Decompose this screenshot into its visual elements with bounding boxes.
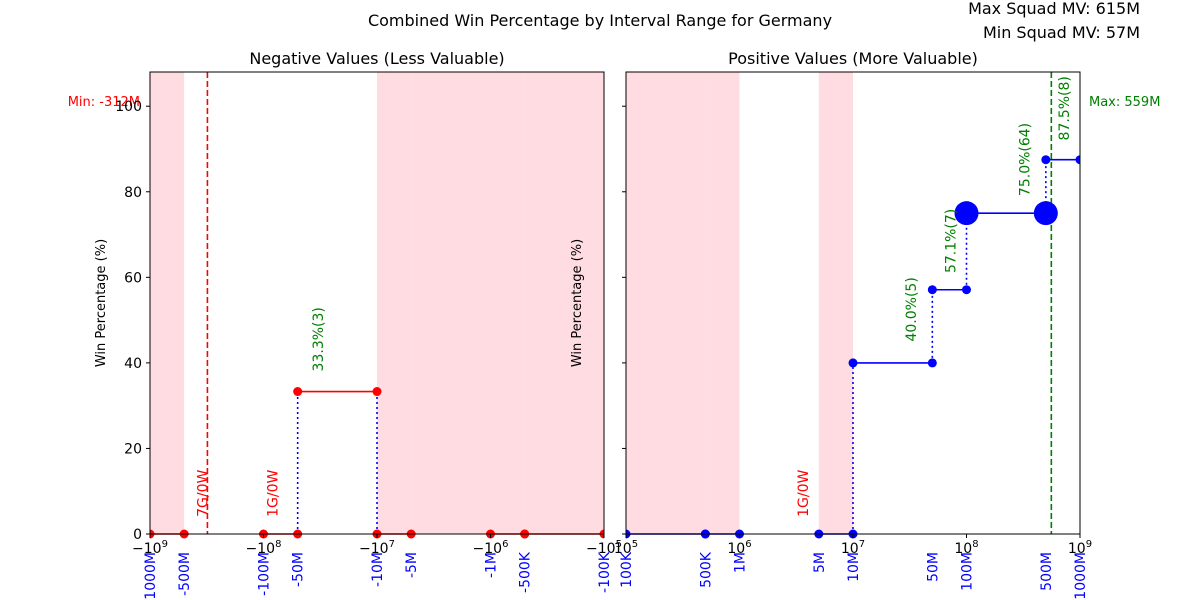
- custom-x-tick-label: -100M: [257, 552, 273, 596]
- x-tick-label: 108: [954, 539, 978, 557]
- custom-x-tick-label: -500M: [177, 552, 193, 596]
- min-squad-mv-text: Min Squad MV: 57M: [983, 23, 1140, 42]
- large-data-point: [954, 201, 979, 226]
- shaded-range: [411, 72, 491, 534]
- custom-x-tick-label: 10M: [846, 552, 862, 582]
- shaded-range: [150, 72, 185, 534]
- custom-x-tick-label: 100K: [619, 551, 635, 588]
- panel-negative: 33.3%(3) 7G/0W 1G/0W Min: -312M 0 20 40 60 80 100…: [68, 49, 622, 600]
- custom-x-tick-label: 50M: [925, 552, 941, 582]
- y-axis-label: Win Percentage (%): [94, 239, 109, 367]
- games-label: 7G/0W: [196, 470, 212, 517]
- large-data-point: [1033, 201, 1058, 226]
- data-point: [962, 285, 971, 295]
- games-label: 1G/0W: [266, 470, 282, 517]
- plot-area: [150, 72, 604, 539]
- data-point: [372, 387, 382, 397]
- x-tick-label: −106: [473, 539, 509, 557]
- custom-x-tick-label: 5M: [812, 552, 828, 573]
- panel-positive: 40.0%(5) 57.1%(7) 75.0%(64) 87.5%(8) 1G/0W Ma…: [570, 49, 1160, 600]
- x-tick-label: −105: [586, 539, 622, 557]
- y-axis-label: Win Percentage (%): [570, 239, 585, 367]
- custom-x-tick-label: -5M: [404, 552, 420, 578]
- x-tick-label: −107: [359, 539, 395, 557]
- max-squad-mv-text: Max Squad MV: 615M: [968, 0, 1140, 18]
- custom-x-tick-label: 500K: [698, 551, 714, 588]
- shaded-range: [818, 72, 853, 534]
- custom-x-tick-label: -10M: [370, 552, 386, 587]
- panel-title: Negative Values (Less Valuable): [249, 49, 504, 68]
- games-label: 1G/0W: [796, 470, 812, 517]
- custom-x-tick-label: 100M: [960, 552, 976, 591]
- custom-x-tick-label: -500K: [518, 551, 534, 593]
- custom-x-tick-label: 500M: [1039, 552, 1055, 591]
- y-tick-label: 0: [133, 527, 142, 543]
- y-tick-label: 100: [115, 99, 142, 115]
- win-percentage-label: 87.5%(8): [1057, 76, 1073, 140]
- data-point: [848, 358, 858, 368]
- custom-x-tick-label: 1M: [733, 552, 749, 573]
- figure-title: Combined Win Percentage by Interval Rang…: [368, 11, 832, 30]
- x-tick-label: 109: [1068, 539, 1092, 557]
- win-percentage-label: 40.0%(5): [904, 277, 920, 341]
- shaded-range: [524, 72, 604, 534]
- shaded-range: [705, 72, 740, 534]
- shaded-range: [626, 72, 706, 534]
- y-tick-label: 40: [124, 356, 142, 372]
- panel-title: Positive Values (More Valuable): [728, 49, 978, 68]
- data-point: [1075, 155, 1080, 165]
- x-tick-label: 105: [614, 539, 638, 557]
- data-point: [293, 387, 303, 397]
- custom-x-tick-label: 1000M: [1073, 552, 1089, 600]
- min-label: Min: -312M: [68, 95, 140, 110]
- custom-x-tick-label: -1000M: [143, 552, 159, 600]
- data-point: [927, 358, 937, 368]
- data-point: [1041, 155, 1051, 165]
- custom-x-tick-label: -1M: [484, 552, 500, 578]
- shaded-range: [490, 72, 525, 534]
- y-tick-label: 60: [124, 270, 142, 286]
- win-percentage-label: 75.0%(64): [1018, 123, 1034, 196]
- max-label: Max: 559M: [1089, 95, 1160, 110]
- win-percentage-label: 57.1%(7): [944, 209, 960, 273]
- custom-x-tick-label: -50M: [291, 552, 307, 587]
- y-tick-label: 80: [124, 185, 142, 201]
- shaded-range: [377, 72, 412, 534]
- x-tick-label: 107: [841, 539, 865, 557]
- chart-panels: 33.3%(3) 7G/0W 1G/0W Min: -312M 0 20 40 60 80 100…: [68, 49, 1161, 600]
- plot-area: [626, 72, 1080, 539]
- y-tick-label: 20: [124, 441, 142, 457]
- win-percentage-label: 33.3%(3): [311, 307, 327, 371]
- custom-x-tick-label: -100K: [597, 551, 613, 593]
- data-point: [927, 285, 937, 295]
- x-tick-label: −108: [246, 539, 282, 557]
- x-tick-label: −109: [132, 539, 168, 557]
- x-tick-label: 106: [727, 539, 751, 557]
